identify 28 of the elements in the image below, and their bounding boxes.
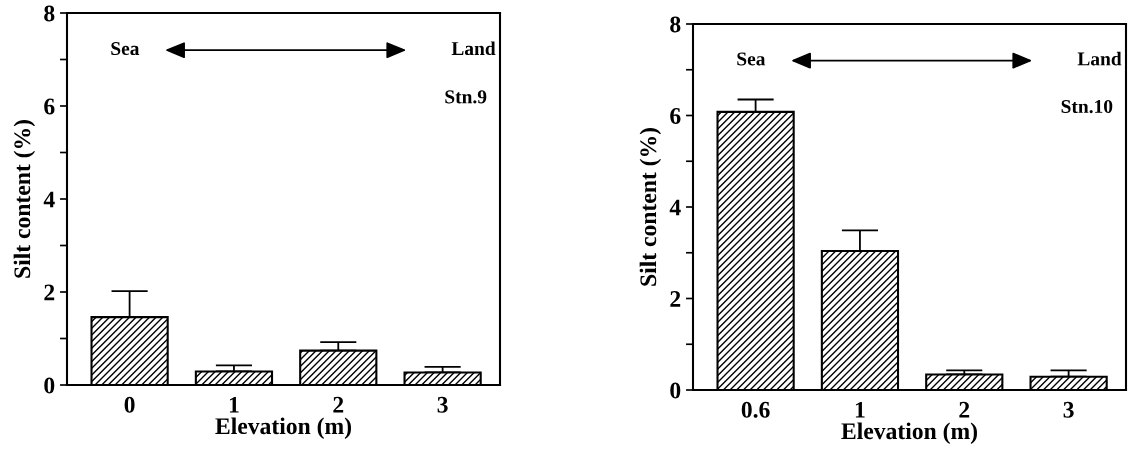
x-axis-title: Elevation (m)	[215, 417, 351, 439]
y-tick-label: 2	[44, 284, 55, 301]
y-tick-label: 6	[670, 108, 681, 124]
x-tick-label: 1	[855, 401, 865, 418]
annotation: Land	[451, 41, 496, 56]
x-tick-label: 2	[333, 396, 344, 413]
x-tick-label: 3	[437, 396, 448, 413]
x-tick-label: 3	[1063, 401, 1074, 418]
x-tick-label: 0.6	[741, 401, 770, 418]
y-tick-label: 0	[44, 377, 55, 394]
x-tick-label: 2	[959, 401, 970, 418]
y-tick-label: 6	[44, 98, 55, 115]
y-tick-label: 4	[669, 199, 681, 216]
annotation: Stn.9	[445, 90, 487, 104]
annotation: Sea	[737, 52, 766, 66]
x-tick-label: 1	[229, 396, 239, 413]
y-tick-label: 0	[670, 382, 681, 399]
y-tick-label: 4	[43, 191, 55, 208]
y-tick-label: 8	[44, 5, 55, 22]
x-tick-label: 0	[124, 396, 135, 413]
x-axis-title: Elevation (m)	[841, 422, 977, 444]
y-tick-label: 2	[670, 291, 681, 307]
y-tick-label: 8	[670, 16, 681, 33]
y-axis-title: Silt content (%)	[639, 128, 662, 286]
annotation: Stn.10	[1061, 99, 1113, 114]
annotation: Sea	[111, 42, 140, 56]
annotation: Land	[1077, 51, 1122, 66]
y-axis-title: Silt content (%)	[13, 120, 36, 278]
